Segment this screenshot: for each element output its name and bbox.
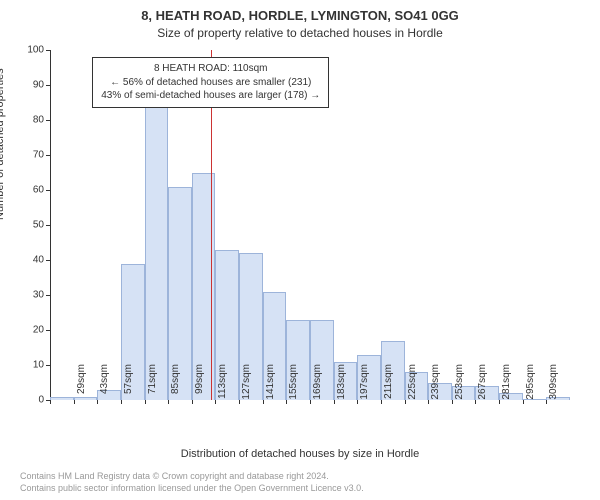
y-tick-label: 80 [33, 115, 50, 126]
y-tick-label: 70 [33, 150, 50, 161]
y-tick-label: 20 [33, 325, 50, 336]
x-tick-label: 183sqm [336, 364, 347, 404]
x-tick-label: 29sqm [76, 364, 87, 404]
x-tick-mark [239, 400, 240, 404]
x-tick-label: 127sqm [241, 364, 252, 404]
x-axis-label: Distribution of detached houses by size … [0, 448, 600, 460]
x-tick-mark [405, 400, 406, 404]
callout-line: 8 HEATH ROAD: 110sqm [101, 62, 320, 76]
x-tick-mark [452, 400, 453, 404]
footer-attribution: Contains HM Land Registry data © Crown c… [20, 470, 364, 494]
x-tick-label: 267sqm [477, 364, 488, 404]
y-tick-label: 0 [38, 395, 50, 406]
callout-box: 8 HEATH ROAD: 110sqm← 56% of detached ho… [92, 57, 329, 108]
y-axis-label: Number of detached properties [0, 68, 6, 220]
x-tick-mark [523, 400, 524, 404]
x-tick-label: 281sqm [501, 364, 512, 404]
histogram-bar [145, 106, 169, 400]
chart-container: 8, HEATH ROAD, HORDLE, LYMINGTON, SO41 0… [0, 0, 600, 500]
y-tick-label: 50 [33, 220, 50, 231]
x-tick-label: 295sqm [525, 364, 536, 404]
callout-line: 43% of semi-detached houses are larger (… [101, 89, 320, 103]
x-tick-label: 113sqm [217, 364, 228, 404]
y-tick-label: 40 [33, 255, 50, 266]
y-tick-label: 30 [33, 290, 50, 301]
plot-area: 010203040506070809010029sqm43sqm57sqm71s… [50, 50, 570, 400]
x-tick-label: 43sqm [99, 364, 110, 404]
footer-line: Contains HM Land Registry data © Crown c… [20, 470, 364, 482]
x-tick-label: 141sqm [265, 364, 276, 404]
x-tick-label: 169sqm [312, 364, 323, 404]
x-tick-mark [381, 400, 382, 404]
x-tick-label: 85sqm [170, 364, 181, 404]
x-tick-label: 71sqm [147, 364, 158, 404]
x-tick-mark [121, 400, 122, 404]
y-tick-label: 60 [33, 185, 50, 196]
chart-subtitle: Size of property relative to detached ho… [0, 26, 600, 40]
x-tick-mark [50, 400, 51, 404]
x-tick-label: 211sqm [383, 364, 394, 404]
x-tick-label: 57sqm [123, 364, 134, 404]
y-tick-label: 100 [27, 45, 50, 56]
x-tick-label: 253sqm [454, 364, 465, 404]
y-tick-label: 10 [33, 360, 50, 371]
y-tick-label: 90 [33, 80, 50, 91]
x-tick-label: 99sqm [194, 364, 205, 404]
footer-line: Contains public sector information licen… [20, 482, 364, 494]
x-tick-mark [499, 400, 500, 404]
x-tick-label: 197sqm [359, 364, 370, 404]
x-tick-mark [145, 400, 146, 404]
x-tick-label: 155sqm [288, 364, 299, 404]
x-tick-mark [263, 400, 264, 404]
x-tick-label: 309sqm [548, 364, 559, 404]
x-tick-mark [192, 400, 193, 404]
x-tick-label: 225sqm [407, 364, 418, 404]
histogram-bar [50, 397, 74, 401]
x-tick-mark [310, 400, 311, 404]
chart-title: 8, HEATH ROAD, HORDLE, LYMINGTON, SO41 0… [0, 8, 600, 23]
callout-line: ← 56% of detached houses are smaller (23… [101, 76, 320, 90]
x-tick-mark [334, 400, 335, 404]
x-tick-label: 239sqm [430, 364, 441, 404]
x-tick-mark [74, 400, 75, 404]
